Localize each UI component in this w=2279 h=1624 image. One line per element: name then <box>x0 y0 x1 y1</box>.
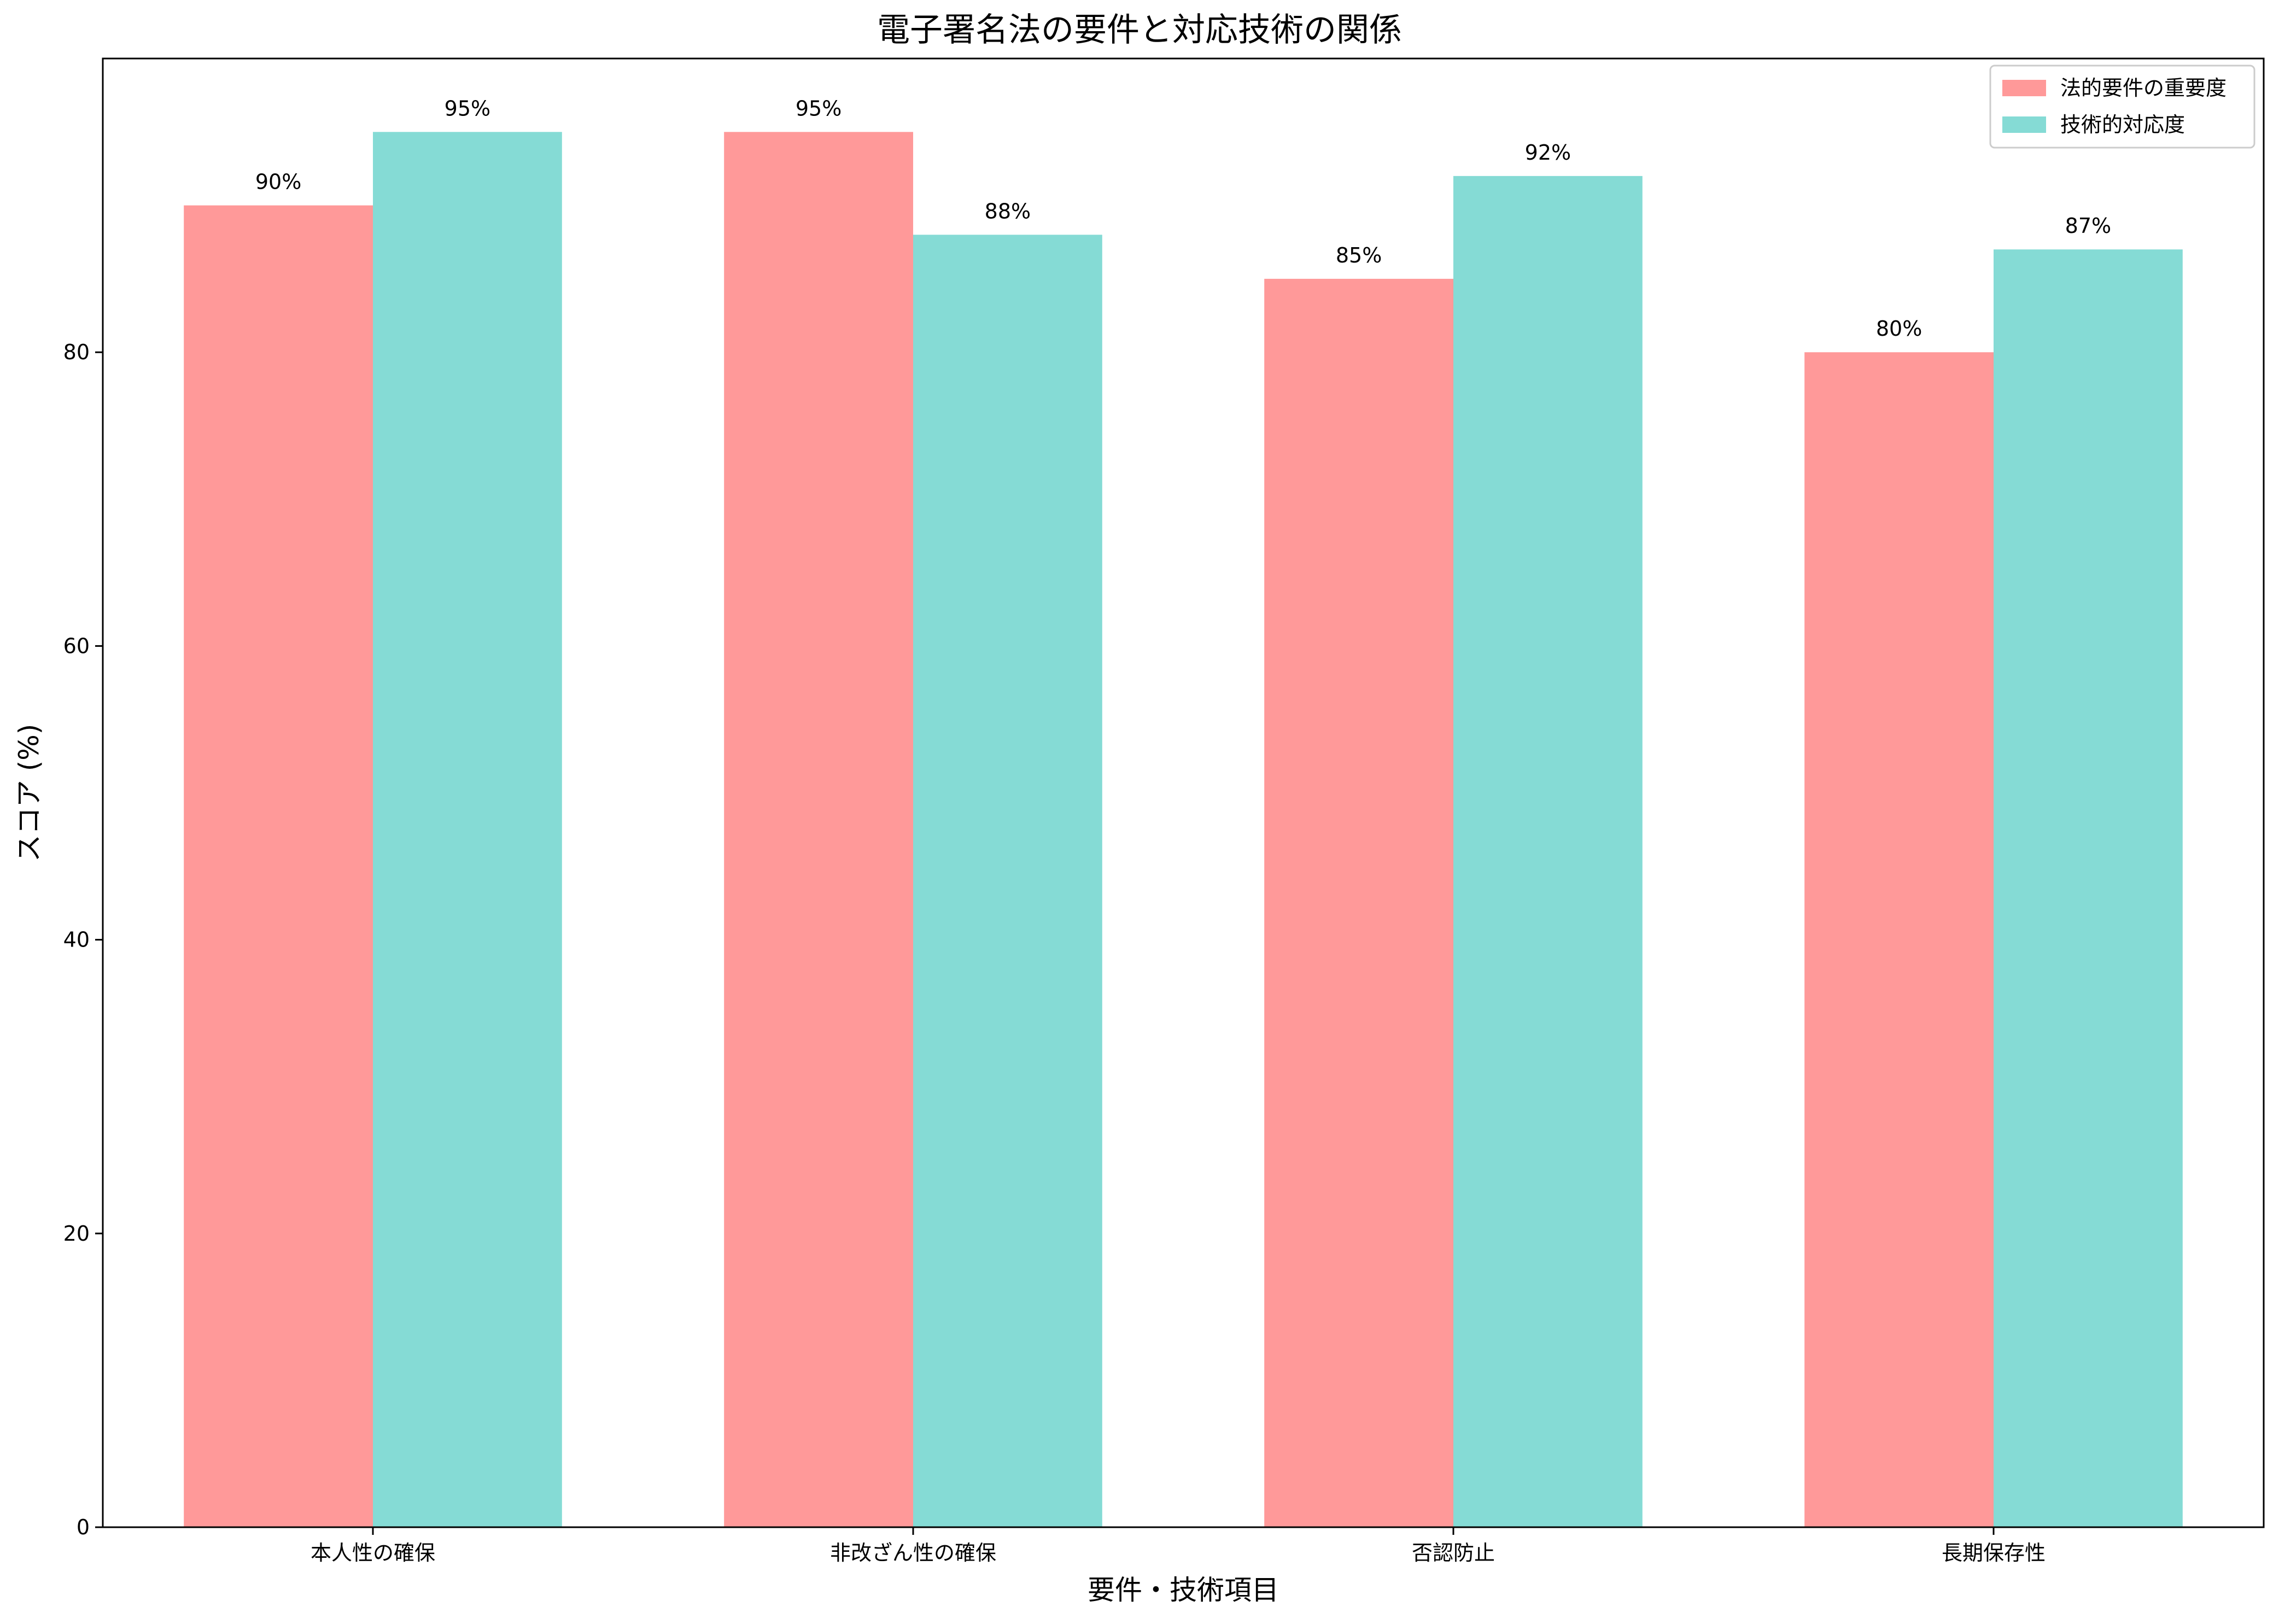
bar-1-4 <box>1804 352 1994 1528</box>
data-label: 80% <box>1876 317 1922 341</box>
y-tick-label: 60 <box>63 634 90 658</box>
legend-swatch <box>2002 80 2046 96</box>
data-label: 85% <box>1336 243 1382 267</box>
legend-label: 法的要件の重要度 <box>2060 76 2227 100</box>
y-axis-label: スコア (%) <box>13 724 45 862</box>
data-label: 87% <box>2065 214 2111 238</box>
x-tick-label: 長期保存性 <box>1942 1541 2046 1565</box>
axes-frame <box>102 57 2265 1528</box>
data-label: 95% <box>796 96 842 120</box>
bar-1-3 <box>1264 278 1453 1528</box>
bar-1-1 <box>184 205 373 1527</box>
legend-swatch <box>2002 116 2046 133</box>
legend-box <box>1989 65 2255 149</box>
chart-title: 電子署名法の要件と対応技術の関係 <box>877 11 1402 49</box>
data-label: 90% <box>255 170 301 194</box>
x-tick-label: 否認防止 <box>1412 1541 1495 1565</box>
x-axis-label: 要件・技術項目 <box>1088 1574 1279 1606</box>
bar-2-4 <box>1994 249 2183 1528</box>
y-tick-label: 80 <box>63 340 90 364</box>
plot-area: 90% 95% 85% 80% 95% 88% 92% 87% 0 20 40 60 80 本人性の確保 非… <box>63 57 2265 1565</box>
bar-2-2 <box>913 235 1102 1527</box>
bar-2-1 <box>373 132 562 1527</box>
x-tick-label: 非改ざん性の確保 <box>830 1541 996 1565</box>
legend-label: 技術的対応度 <box>2060 113 2185 137</box>
y-tick-label: 40 <box>63 928 90 952</box>
data-label: 88% <box>985 199 1031 223</box>
y-tick-label: 0 <box>77 1515 90 1539</box>
data-label: 95% <box>445 96 490 120</box>
bar-1-2 <box>724 132 913 1527</box>
data-label: 92% <box>1525 141 1571 165</box>
bar-2-3 <box>1453 176 1643 1528</box>
y-tick-label: 20 <box>63 1222 90 1246</box>
x-tick-label: 本人性の確保 <box>311 1541 435 1565</box>
